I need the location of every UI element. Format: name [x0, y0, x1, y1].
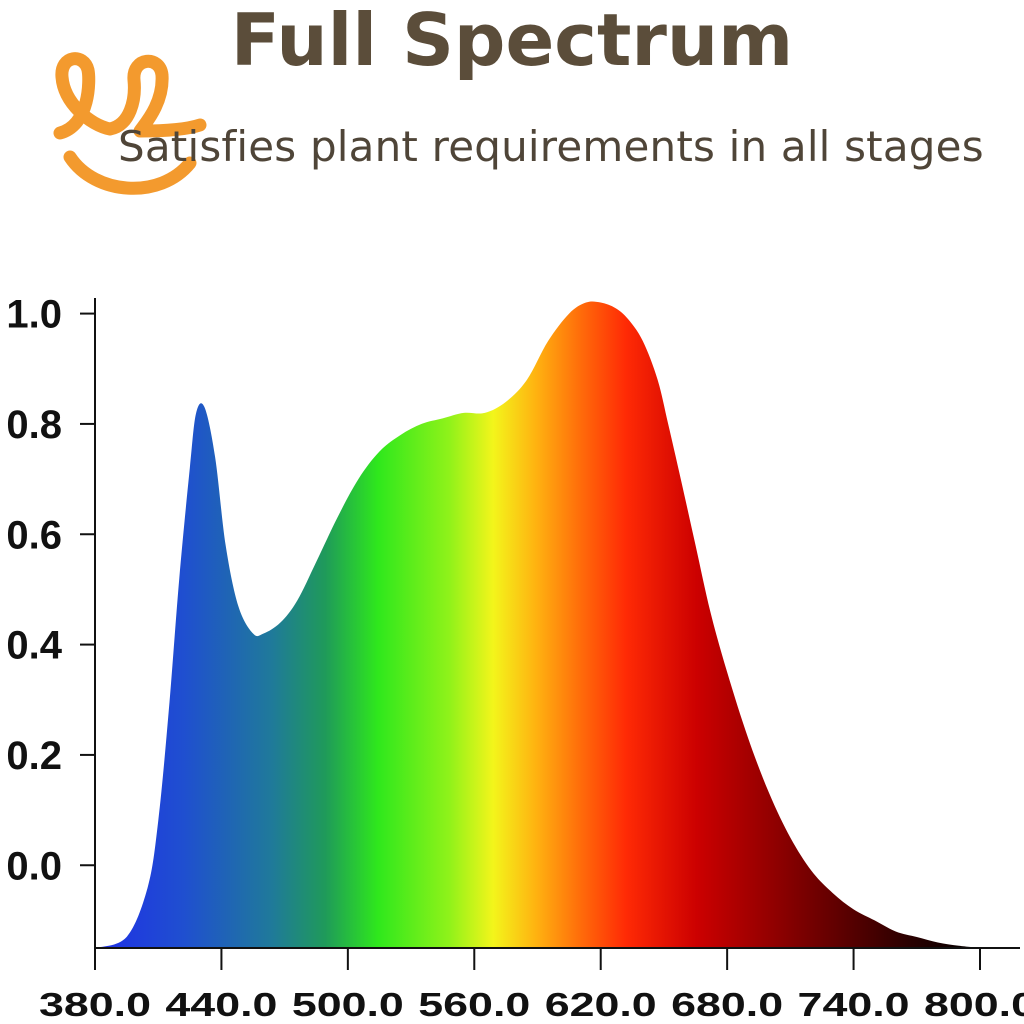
y-tick-label: 0.4	[6, 624, 62, 668]
x-tick-label: 680.0	[671, 986, 783, 1023]
page-title: Full Spectrum	[230, 0, 794, 82]
x-axis-ticks: 380.0 440.0 500.0 560.0 620.0 680.0 740.0 800.0	[39, 948, 1024, 1023]
x-tick-label: 800.0	[924, 986, 1024, 1023]
x-tick-label: 500.0	[292, 986, 404, 1023]
x-tick-label: 440.0	[165, 986, 277, 1023]
x-tick-label: 380.0	[39, 986, 151, 1023]
spectrum-area	[95, 301, 980, 949]
y-tick-label: 1.0	[6, 293, 62, 337]
x-tick-label: 740.0	[798, 986, 910, 1023]
y-tick-label: 0.2	[6, 734, 62, 778]
y-tick-label: 0.0	[6, 844, 62, 888]
x-tick-label: 620.0	[545, 986, 657, 1023]
smiley-loop-logo-icon	[53, 52, 207, 195]
y-tick-label: 0.8	[6, 403, 62, 447]
x-tick-label: 560.0	[418, 986, 530, 1023]
y-tick-label: 0.6	[6, 513, 62, 557]
y-axis-ticks: 0.0 0.2 0.4 0.6 0.8 1.0	[6, 293, 95, 888]
page-subtitle: Satisfies plant requirements in all stag…	[118, 122, 984, 171]
